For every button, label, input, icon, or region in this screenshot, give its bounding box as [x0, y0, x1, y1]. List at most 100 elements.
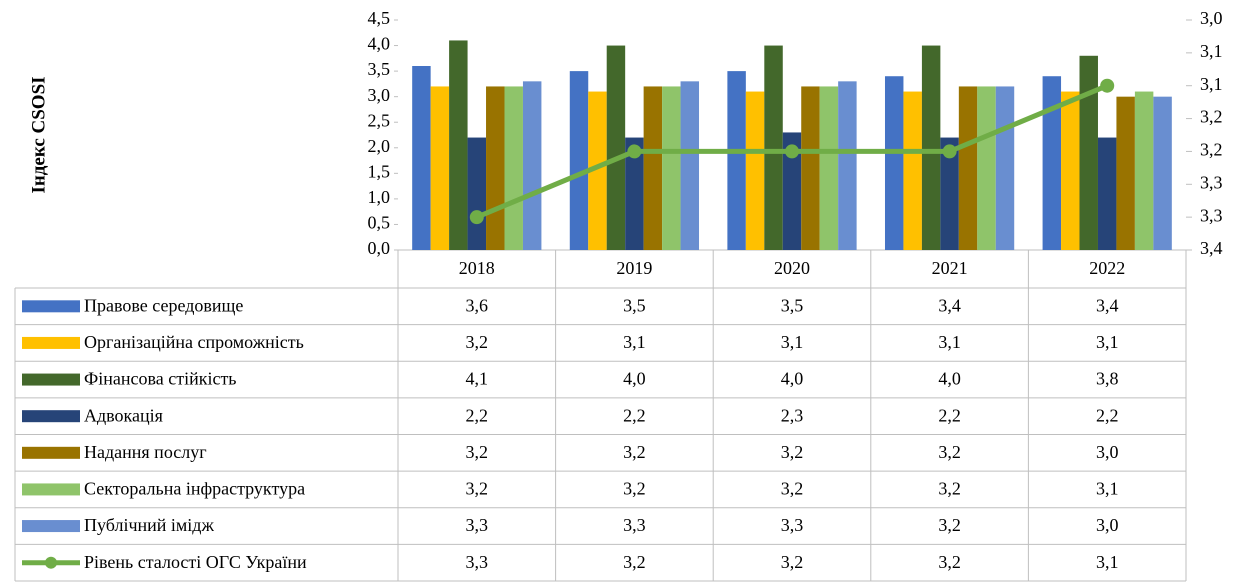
legend-key-marker — [45, 556, 57, 569]
table-cell: 3,2 — [623, 552, 646, 572]
legend-label: Організаційна спроможність — [84, 332, 304, 352]
bar — [1061, 91, 1080, 250]
table-cell: 3,2 — [938, 479, 961, 499]
y-tick-label: 3,5 — [368, 59, 391, 79]
line-marker — [627, 144, 642, 159]
bar — [467, 137, 487, 250]
y2-tick-label: 3,1 — [1200, 74, 1223, 94]
table-cell: 3,2 — [938, 515, 961, 535]
table-cell: 3,2 — [781, 479, 804, 499]
line-marker — [469, 210, 484, 225]
bar — [1097, 137, 1117, 250]
legend-key — [22, 300, 80, 313]
bar — [958, 86, 978, 250]
y-tick-label: 2,0 — [368, 136, 391, 156]
bar — [764, 45, 783, 250]
legend-label: Адвокація — [84, 405, 163, 425]
bar — [1079, 55, 1098, 251]
legend-key — [22, 483, 80, 496]
legend-label: Секторальна інфраструктура — [84, 479, 305, 499]
table-cell: 3,0 — [1096, 442, 1119, 462]
x-tick-label: 2018 — [459, 258, 495, 278]
table-cell: 3,4 — [1096, 295, 1119, 315]
table-cell: 3,4 — [938, 295, 961, 315]
bar — [486, 86, 505, 250]
table-cell: 4,0 — [781, 369, 804, 389]
bar — [838, 81, 857, 250]
table-cell: 2,2 — [938, 405, 961, 425]
table-cell: 3,2 — [466, 479, 489, 499]
table-cell: 3,2 — [466, 442, 489, 462]
line-marker — [785, 144, 799, 159]
legend-label: Рівень сталості ОГС України — [84, 552, 307, 572]
bar — [921, 45, 941, 250]
y2-tick-label: 3,1 — [1200, 41, 1223, 61]
table-cell: 3,1 — [1096, 479, 1119, 499]
bar — [662, 86, 681, 250]
bar — [745, 91, 765, 250]
table-cell: 3,2 — [781, 552, 804, 572]
line-marker — [1100, 78, 1115, 93]
table-cell: 3,8 — [1096, 369, 1119, 389]
legend-key — [22, 410, 80, 423]
bar — [680, 81, 700, 250]
legend-key — [22, 373, 80, 386]
bar — [1042, 76, 1062, 250]
y2-tick-label: 3,0 — [1200, 8, 1223, 28]
bar — [1116, 96, 1135, 251]
table-cell: 3,2 — [938, 552, 961, 572]
table-cell: 4,0 — [623, 369, 646, 389]
y2-tick-label: 3,3 — [1200, 205, 1223, 225]
bar — [727, 71, 746, 250]
x-tick-label: 2021 — [932, 258, 968, 278]
table-cell: 3,2 — [781, 442, 804, 462]
bar — [1153, 96, 1172, 251]
table-cell: 3,1 — [938, 332, 961, 352]
table-cell: 3,1 — [781, 332, 804, 352]
bar — [819, 86, 839, 250]
bar — [569, 71, 589, 250]
x-tick-label: 2019 — [616, 258, 652, 278]
y2-tick-label: 3,3 — [1200, 172, 1223, 192]
table-cell: 4,0 — [938, 369, 961, 389]
table-cell: 3,1 — [623, 332, 646, 352]
legend-key — [22, 520, 80, 533]
table-cell: 3,0 — [1096, 515, 1119, 535]
bar — [903, 91, 922, 250]
legend-label: Надання послуг — [84, 442, 207, 462]
table-cell: 3,5 — [781, 295, 804, 315]
bar — [977, 86, 996, 250]
table-cell: 2,2 — [466, 405, 489, 425]
bar — [1134, 91, 1154, 250]
y-tick-label: 1,0 — [368, 187, 391, 207]
y-tick-label: 0,5 — [368, 213, 391, 233]
bar — [449, 40, 468, 250]
y2-tick-label: 3,2 — [1200, 140, 1223, 160]
table-cell: 3,3 — [466, 552, 489, 572]
legend-key — [22, 336, 80, 349]
bar — [504, 86, 523, 250]
bar — [995, 86, 1015, 250]
bar — [884, 76, 904, 250]
legend-label: Правове середовище — [84, 295, 243, 315]
table-cell: 3,3 — [623, 515, 646, 535]
table-cell: 2,2 — [1096, 405, 1119, 425]
y2-tick-label: 3,2 — [1200, 107, 1223, 127]
table-cell: 3,3 — [781, 515, 804, 535]
table-cell: 3,5 — [623, 295, 646, 315]
table-cell: 3,3 — [466, 515, 489, 535]
y-tick-label: 3,0 — [368, 85, 391, 105]
y-axis-title: Індекс CSOSI — [28, 76, 49, 193]
y-tick-label: 4,0 — [368, 34, 391, 54]
bar — [412, 66, 431, 250]
bar — [430, 86, 450, 250]
y-tick-label: 0,0 — [368, 238, 391, 258]
y2-tick-label: 3,4 — [1200, 238, 1223, 258]
table-cell: 3,6 — [466, 295, 489, 315]
x-tick-label: 2022 — [1089, 258, 1125, 278]
y-tick-label: 4,5 — [368, 8, 391, 28]
table-cell: 3,2 — [466, 332, 489, 352]
table-cell: 3,2 — [623, 442, 646, 462]
bar — [606, 45, 626, 250]
